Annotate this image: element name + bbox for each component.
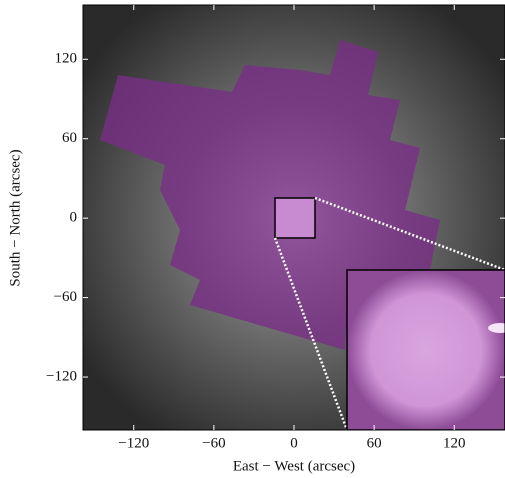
x-tick-label: −60 <box>202 435 225 451</box>
y-axis-label: South − North (arcsec) <box>7 149 23 286</box>
inset <box>347 270 505 430</box>
x-tick-label: 60 <box>367 435 382 451</box>
y-tick-label: 60 <box>62 130 77 146</box>
zoom-box <box>275 198 315 238</box>
image <box>83 5 505 430</box>
x-axis-label: East − West (arcsec) <box>233 458 355 474</box>
x-tick-label: 0 <box>290 435 298 451</box>
y-tick-label: −120 <box>46 368 77 384</box>
y-tick-label: 120 <box>55 51 78 67</box>
x-tick-label: 120 <box>443 435 466 451</box>
chart: East − West (arcsec) South − North (arcs… <box>0 0 505 478</box>
y-tick-label: 0 <box>70 210 78 226</box>
x-tick-label: −120 <box>118 435 149 451</box>
y-tick-label: −60 <box>54 289 77 305</box>
